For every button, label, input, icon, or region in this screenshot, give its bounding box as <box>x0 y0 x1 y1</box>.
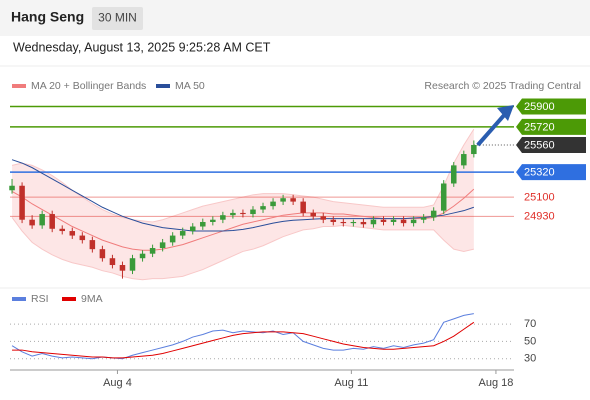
legend-swatch <box>156 84 170 88</box>
candle-body <box>129 258 136 271</box>
candle-body <box>179 231 186 236</box>
level-tag <box>516 118 586 135</box>
candle-body <box>430 210 437 218</box>
legend-label: MA 20 + Bollinger Bands <box>31 80 146 92</box>
interval: 30 MIN <box>98 11 137 25</box>
rsi-line <box>11 313 474 360</box>
interval-badge <box>92 7 143 30</box>
level-tag <box>516 136 586 153</box>
x-tick-label: Aug 4 <box>103 377 132 389</box>
level-label: 24930 <box>524 211 555 223</box>
candle-body <box>19 185 25 220</box>
candle-body <box>230 212 236 216</box>
candle-body <box>280 198 286 202</box>
candle-body <box>260 206 266 210</box>
candle-body <box>270 201 276 207</box>
candle-body <box>29 219 35 226</box>
candle-body <box>159 242 166 249</box>
candle-body <box>461 154 467 166</box>
candle-body <box>89 240 96 250</box>
level-label: 25320 <box>524 167 555 179</box>
candle-body <box>410 219 417 224</box>
candle-body <box>350 221 357 224</box>
candle-body <box>471 144 477 155</box>
level-label: 25720 <box>524 121 555 133</box>
candle-body <box>139 253 146 259</box>
x-tick-label: Aug 11 <box>334 377 368 389</box>
candle-body <box>370 219 377 225</box>
candle-body <box>169 235 176 243</box>
y-tick-label: 30 <box>524 353 536 365</box>
candle-body <box>39 214 45 226</box>
candle-body <box>210 219 216 222</box>
legend-label: 9MA <box>81 293 103 305</box>
level-label: 25900 <box>524 101 555 113</box>
candle-body <box>250 209 256 215</box>
legend-swatch <box>62 297 76 301</box>
candle-body <box>59 228 65 232</box>
candle-body <box>380 219 387 222</box>
candle-body <box>9 185 15 191</box>
level-label: 25560 <box>524 139 555 151</box>
candle-body <box>400 219 407 224</box>
legend-label: MA 50 <box>175 80 205 92</box>
candle-body <box>440 183 447 211</box>
source: Research © 2025 Trading Central <box>424 80 581 92</box>
timestamp: Wednesday, August 13, 2025 9:25:28 AM CE… <box>13 40 271 54</box>
bollinger-band <box>12 129 474 280</box>
legend-swatch <box>12 297 26 301</box>
candle-body <box>390 219 397 222</box>
legend-swatch <box>12 84 26 88</box>
candle-body <box>340 221 347 224</box>
candle-body <box>49 214 55 229</box>
candle-body <box>290 198 296 202</box>
candle-body <box>200 221 206 227</box>
candle-body <box>420 217 427 220</box>
chart-title: Hang Seng <box>11 9 84 25</box>
candle-body <box>330 219 337 222</box>
candle-body <box>149 248 156 254</box>
candle-body <box>119 265 126 271</box>
candle-body <box>320 216 327 220</box>
header-bg <box>0 0 590 36</box>
candle-body <box>451 165 457 184</box>
forecast-arrowhead <box>497 105 514 121</box>
candle-body <box>360 221 367 225</box>
candle-body <box>109 258 116 266</box>
rsi-line <box>12 321 475 359</box>
candle-body <box>69 231 76 236</box>
level-label: 25100 <box>524 191 555 203</box>
candle-body <box>300 201 306 213</box>
ma50-line <box>11 159 475 232</box>
y-tick-label: 70 <box>524 318 536 330</box>
forecast-arrow <box>476 111 508 147</box>
candle-body <box>189 226 196 232</box>
level-tag <box>516 98 586 115</box>
candle-body <box>99 249 106 259</box>
candle-body <box>310 212 316 217</box>
candle-body <box>240 212 246 215</box>
x-tick-label: Aug 18 <box>478 377 513 389</box>
level-tag <box>516 164 586 181</box>
y-tick-label: 50 <box>524 335 536 347</box>
candle-body <box>79 235 86 241</box>
bollinger-edge <box>11 217 474 281</box>
legend-label: RSI <box>31 293 49 305</box>
candle-body <box>220 215 226 220</box>
